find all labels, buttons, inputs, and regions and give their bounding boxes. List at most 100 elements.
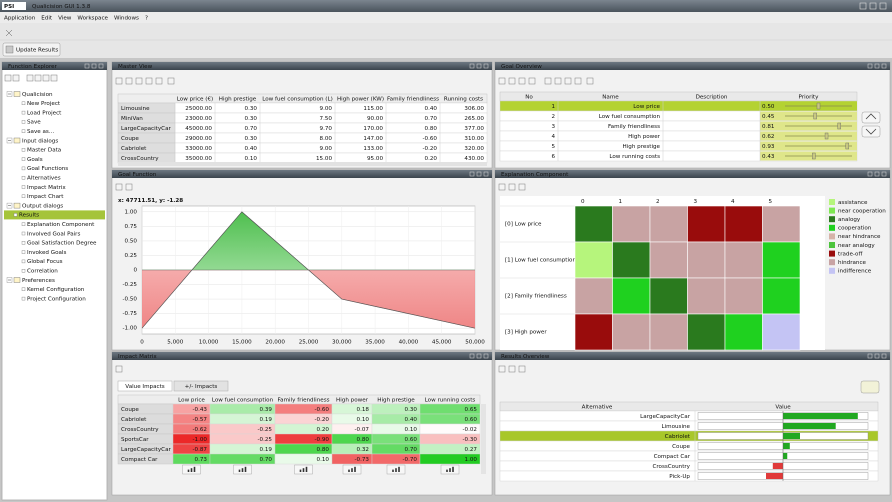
goal-priority: 0.45: [762, 114, 775, 120]
tool-icon: [574, 77, 582, 85]
alternative-name: CrossCountry: [652, 464, 690, 470]
tool-icon: [518, 183, 526, 191]
x-tick-label: 40,000: [399, 340, 419, 346]
panel-header: [2, 62, 107, 70]
tab-label[interactable]: +/- Impacts: [185, 384, 218, 390]
impact-value: -0.07: [355, 427, 370, 433]
column-header: Low fuel consumption (L): [262, 96, 333, 102]
impact-value: 1.00: [465, 457, 478, 463]
panel-header: [495, 62, 890, 70]
tree-item[interactable]: Explanation Component: [27, 222, 95, 228]
tree-folder[interactable]: Input dialogs: [22, 138, 58, 144]
tree-item[interactable]: Goal Functions: [27, 166, 68, 172]
panel-control: [874, 353, 880, 359]
tree-item[interactable]: Project Configuration: [27, 296, 86, 302]
tree-item[interactable]: Goal Satisfaction Degree: [27, 241, 97, 247]
title-bar: [0, 0, 892, 12]
impact-value: -0.57: [193, 417, 208, 423]
legend-label: near analogy: [838, 243, 875, 249]
tree-item[interactable]: Correlation: [27, 269, 58, 275]
tool-icon: [167, 77, 175, 85]
tab[interactable]: [173, 380, 229, 392]
tree-item[interactable]: Alternatives: [27, 176, 61, 182]
column-label: 0: [581, 199, 585, 205]
heatmap-cell: [612, 241, 651, 279]
tool-icon: [125, 183, 133, 191]
tree-item[interactable]: Master Data: [27, 148, 61, 154]
tree-item[interactable]: Goals: [27, 157, 43, 163]
panel-control: [881, 63, 887, 69]
button-label[interactable]: Update Results: [16, 47, 58, 53]
menu-bar: [0, 12, 892, 23]
heatmap-cell: [612, 277, 651, 315]
column-header: Low price: [178, 397, 205, 403]
chart-toggle[interactable]: [860, 380, 880, 394]
menu-item[interactable]: Edit: [41, 15, 53, 21]
tree-item[interactable]: Impact Matrix: [27, 185, 66, 191]
column-header: Low fuel consumption: [212, 397, 274, 403]
goal-no: 3: [551, 124, 555, 130]
heatmap-cell: [762, 277, 801, 315]
goal-priority: 0.50: [762, 104, 775, 110]
tree-folder[interactable]: Qualicision: [22, 92, 53, 98]
cell: 0.20: [425, 156, 438, 162]
tool-icon: [586, 77, 594, 85]
table-header: [499, 401, 879, 412]
menu-item[interactable]: Application: [4, 15, 36, 21]
impact-value: -0.43: [193, 407, 208, 413]
impact-value: -1.00: [193, 437, 208, 443]
tree-item[interactable]: Save as...: [27, 129, 54, 135]
tree-item[interactable]: Global Focus: [27, 259, 63, 265]
goal-no: 5: [551, 144, 555, 150]
goal-no: 4: [551, 134, 555, 140]
leaf-icon: [21, 269, 26, 273]
button-icon: [5, 45, 14, 54]
impact-value: 0.60: [465, 417, 478, 423]
impact-value: 0.19: [260, 447, 273, 453]
panel-control: [483, 353, 489, 359]
impact-value: 0.65: [465, 407, 478, 413]
menu-item[interactable]: Windows: [114, 15, 139, 21]
cell: 9.00: [320, 146, 333, 152]
toolbar: [0, 23, 892, 58]
tree-item[interactable]: Involved Goal Pairs: [27, 231, 80, 237]
tree-item[interactable]: Results: [19, 213, 39, 219]
tree-item[interactable]: Invoked Goals: [27, 250, 66, 256]
tree-item[interactable]: Load Project: [27, 110, 62, 116]
column-header: High prestige: [219, 96, 257, 102]
tree-folder[interactable]: Output dialogs: [22, 203, 63, 209]
column-header: Running costs: [444, 96, 483, 102]
panel-control: [476, 353, 482, 359]
row-name: Coupe: [121, 407, 139, 413]
tree-item[interactable]: Kernel Configuration: [27, 287, 85, 293]
menu-item[interactable]: ?: [145, 15, 148, 21]
cell: 0.30: [245, 106, 258, 112]
menu-item[interactable]: View: [58, 15, 72, 21]
tool-icon: [498, 365, 506, 373]
order-button[interactable]: [861, 111, 881, 124]
tree-item[interactable]: Save: [27, 120, 41, 126]
panel-header: [495, 352, 890, 360]
menu-item[interactable]: Workspace: [77, 15, 108, 21]
tree-folder[interactable]: Preferences: [22, 278, 55, 284]
leaf-icon: [21, 110, 26, 115]
cell: 0.10: [245, 156, 258, 162]
y-tick-label: -0.75: [123, 311, 138, 317]
cell: -0.20: [423, 146, 438, 152]
row-name: Compact Car: [121, 457, 158, 463]
impact-cell: [419, 453, 481, 465]
tool-icon: [498, 77, 506, 85]
tree-item[interactable]: Impact Chart: [27, 194, 64, 200]
order-arrow: [865, 113, 877, 120]
heatmap-cell: [649, 205, 688, 243]
cell: 33000.00: [185, 146, 212, 152]
order-button[interactable]: [861, 125, 881, 138]
tab[interactable]: [117, 380, 173, 392]
tab-label[interactable]: Value Impacts: [125, 384, 164, 390]
column-label: 5: [769, 199, 773, 205]
tree-item[interactable]: New Project: [27, 101, 61, 107]
cell: 90.00: [367, 116, 383, 122]
cell: 0.40: [425, 106, 438, 112]
goal-priority: 0.62: [762, 134, 774, 140]
